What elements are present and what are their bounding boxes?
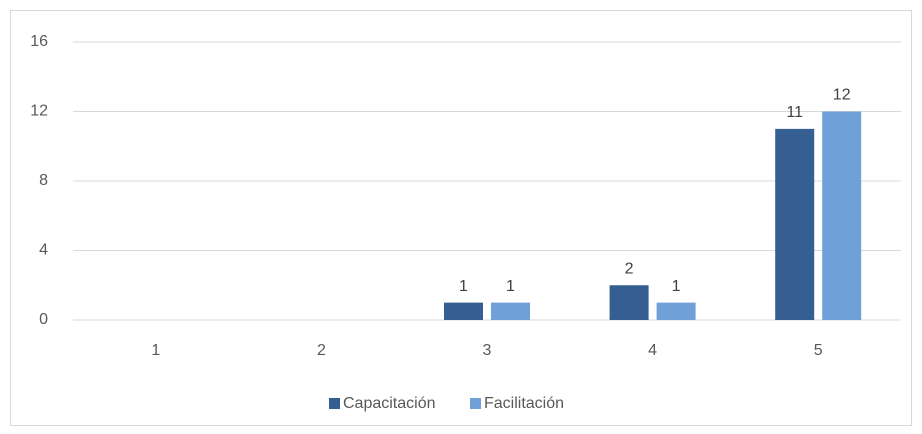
data-label: 1 [672,278,681,295]
legend-label: Facilitación [484,395,564,412]
bar [775,128,815,320]
bar [491,302,530,320]
data-label: 11 [786,104,803,121]
bar [822,111,862,320]
data-label: 12 [833,87,851,104]
x-tick-label: 3 [483,342,492,359]
y-tick-label: 4 [39,242,48,259]
y-tick-label: 12 [30,103,48,120]
y-tick-label: 8 [39,172,48,189]
x-tick-label: 2 [317,342,326,359]
y-tick-label: 0 [39,311,48,328]
chart-border [10,10,912,426]
x-tick-label: 1 [151,342,160,359]
x-tick-label: 5 [814,342,823,359]
bar [656,302,696,320]
legend-swatch [329,398,340,409]
legend-label: Capacitación [343,395,436,412]
bar [444,302,483,320]
legend-swatch [470,398,481,409]
bar [609,285,649,320]
data-label: 2 [625,260,634,277]
data-label: 1 [506,278,515,295]
y-tick-label: 16 [30,33,48,50]
x-tick-label: 4 [648,342,657,359]
data-label: 1 [459,278,468,295]
